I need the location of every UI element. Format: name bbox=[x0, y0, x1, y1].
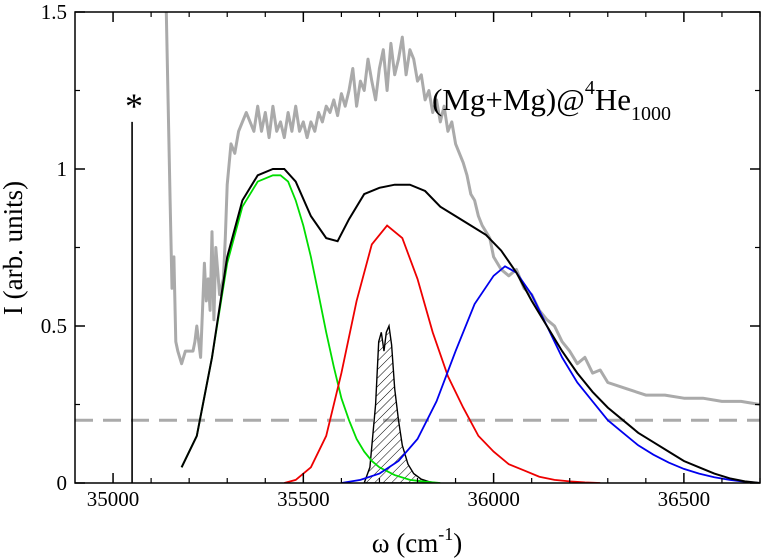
x-tick-label-1: 35500 bbox=[277, 487, 330, 511]
series-green bbox=[180, 174, 441, 483]
x-tick-label-0: 35000 bbox=[87, 487, 140, 511]
x-axis-label: ω (cm-1) bbox=[372, 524, 463, 558]
x-tick-label-3: 36500 bbox=[658, 487, 711, 511]
y-axis-label: I (arb. units) bbox=[0, 181, 28, 315]
x-tick-label-2: 36000 bbox=[467, 487, 520, 511]
y-tick-label-1: 0.5 bbox=[41, 314, 67, 338]
series-experiment bbox=[164, 12, 760, 406]
axis-ticks: 35000 35500 36000 36500 0 0.5 1 1.5 bbox=[41, 0, 761, 511]
series-hatched-peak bbox=[363, 323, 437, 483]
series-total bbox=[180, 168, 760, 483]
y-tick-label-2: 1 bbox=[57, 157, 68, 181]
series-blue bbox=[341, 265, 760, 483]
asterisk-label: * bbox=[125, 86, 143, 126]
plot-frame bbox=[74, 11, 761, 484]
y-tick-label-3: 1.5 bbox=[41, 0, 67, 24]
plot-area bbox=[75, 12, 760, 483]
series-red bbox=[284, 224, 601, 483]
y-tick-label-0: 0 bbox=[57, 471, 68, 495]
annotation-label: (Mg+Mg)@4He1000 bbox=[432, 77, 671, 125]
